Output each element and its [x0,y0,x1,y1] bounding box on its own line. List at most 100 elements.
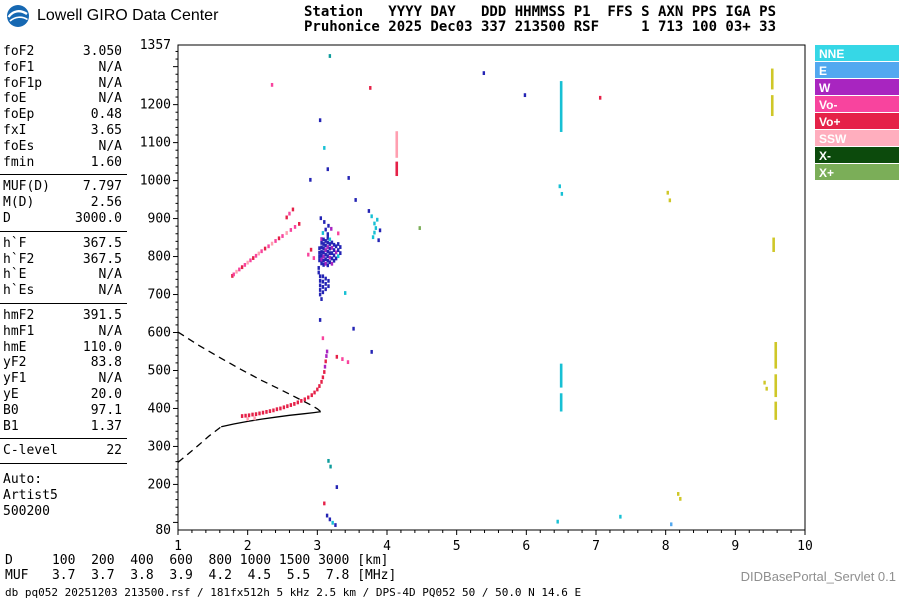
param-row-h`F2: h`F2 367.5 [0,252,127,268]
status-line: db pq052 20251203 213500.rsf / 181fx512h… [5,586,582,599]
param-label: yE [3,386,19,402]
x-tick-label: 3 [313,539,321,554]
param-value: N/A [98,59,122,75]
giro-logo-icon [7,5,29,27]
param-row-foE: foE N/A [0,91,127,107]
y-tick-label: 500 [148,363,171,378]
param-label: h`Es [3,283,35,299]
echo-strips [395,68,778,420]
legend-item-E: E [815,62,899,78]
param-value: N/A [98,138,122,154]
param-value: N/A [98,267,122,283]
param-value: 97.1 [90,402,122,418]
param-value: 367.5 [82,251,122,267]
param-separator [0,302,127,304]
param-label: h`F [3,235,27,251]
param-label: hmF2 [3,307,35,323]
direction-legend: NNE E W Vo- Vo+ SSW X- X+ [815,45,899,181]
param-row-fmin: fmin 1.60 [0,155,127,171]
x-tick-label: 10 [797,539,813,554]
param-separator [0,438,127,440]
param-row-hmE: hmE 110.0 [0,340,127,356]
param-row-h`F: h`F 367.5 [0,236,127,252]
param-row-yE: yE 20.0 [0,387,127,403]
legend-item-W: W [815,79,899,95]
param-label: h`F2 [3,251,35,267]
param-value: 2.56 [90,195,122,211]
param-separator [0,230,127,232]
param-row-hmF2: hmF2 391.5 [0,308,127,324]
param-value: 7.797 [82,179,122,195]
x-tick-label: 4 [383,539,391,554]
muf-table-muf-row: MUF 3.7 3.7 3.8 3.9 4.2 4.5 5.5 7.8 [MHz… [5,567,397,583]
param-value: 391.5 [82,307,122,323]
station-info: Station YYYY DAY DDD HHMMSS P1 FFS S AXN… [304,5,776,35]
param-label: MUF(D) [3,179,50,195]
param-label: foEs [3,138,35,154]
auto-label: Artist5 [3,487,58,503]
y-tick-label: 1357 [140,38,171,53]
param-value: N/A [98,371,122,387]
x-tick-label: 1 [174,539,182,554]
plot-frame [177,44,806,531]
param-label: foF1 [3,59,35,75]
param-row-MUF(D): MUF(D) 7.797 [0,179,127,195]
param-label: B1 [3,418,19,434]
x-tick-label: 9 [731,539,739,554]
param-row-foF2: foF2 3.050 [0,44,127,60]
param-value: 0.48 [90,107,122,123]
station-info-value-row: Pruhonice 2025 Dec03 337 213500 RSF 1 71… [304,19,777,35]
y-tick-label: 1200 [140,98,171,113]
legend-item-Vo-: Vo- [815,96,899,112]
param-label: yF2 [3,355,27,371]
profile-solid [221,411,321,428]
auto-block: Auto: Artist5 500200 [0,472,127,519]
legend-item-Vo+: Vo+ [815,113,899,129]
profile-lines [177,331,322,463]
param-value: 22 [106,443,122,459]
axes [173,44,806,535]
param-label: D [3,210,11,226]
param-label: B0 [3,402,19,418]
param-label: foEp [3,107,35,123]
param-value: N/A [98,75,122,91]
param-row-h`E: h`E N/A [0,267,127,283]
param-label: foF1p [3,75,43,91]
legend-item-NNE: NNE [815,45,899,61]
y-tick-label: 1000 [140,174,171,189]
servlet-version: DIDBasePortal_Servlet 0.1 [740,569,896,584]
param-value: 3000.0 [75,210,122,226]
y-tick-label: 200 [148,477,171,492]
param-row-B1: B1 1.37 [0,419,127,435]
param-row-M(D): M(D) 2.56 [0,195,127,211]
x-tick-label: 5 [453,539,461,554]
param-value: 1.60 [90,154,122,170]
param-label: yF1 [3,371,27,387]
param-value: 20.0 [90,386,122,402]
echo-dots [231,54,768,527]
param-row-foF1: foF1 N/A [0,60,127,76]
param-row-h`Es: h`Es N/A [0,283,127,299]
profile-dashed_topside [177,331,322,413]
auto-label: 500200 [3,503,50,519]
param-label: h`E [3,267,27,283]
param-value: 3.65 [90,122,122,138]
parameter-panel: foF2 3.050 foF1 N/A foF1p N/A foE N/A foEp 0.48 fx… [0,44,127,520]
header-logo: Lowell GIRO Data Center [6,4,218,28]
param-row-D: D 3000.0 [0,211,127,227]
y-tick-label: 900 [148,212,171,227]
y-tick-label: 80 [155,523,171,538]
y-tick-label: 300 [148,439,171,454]
param-row-foEs: foEs N/A [0,139,127,155]
y-tick-label: 400 [148,401,171,416]
param-label: hmF1 [3,323,35,339]
param-label: fmin [3,154,35,170]
param-label: C-level [3,443,58,459]
param-label: foE [3,91,27,107]
param-row-foEp: foEp 0.48 [0,107,127,123]
y-tick-label: 600 [148,326,171,341]
param-separator [0,174,127,176]
param-value: 367.5 [82,235,122,251]
param-label: fxI [3,122,27,138]
